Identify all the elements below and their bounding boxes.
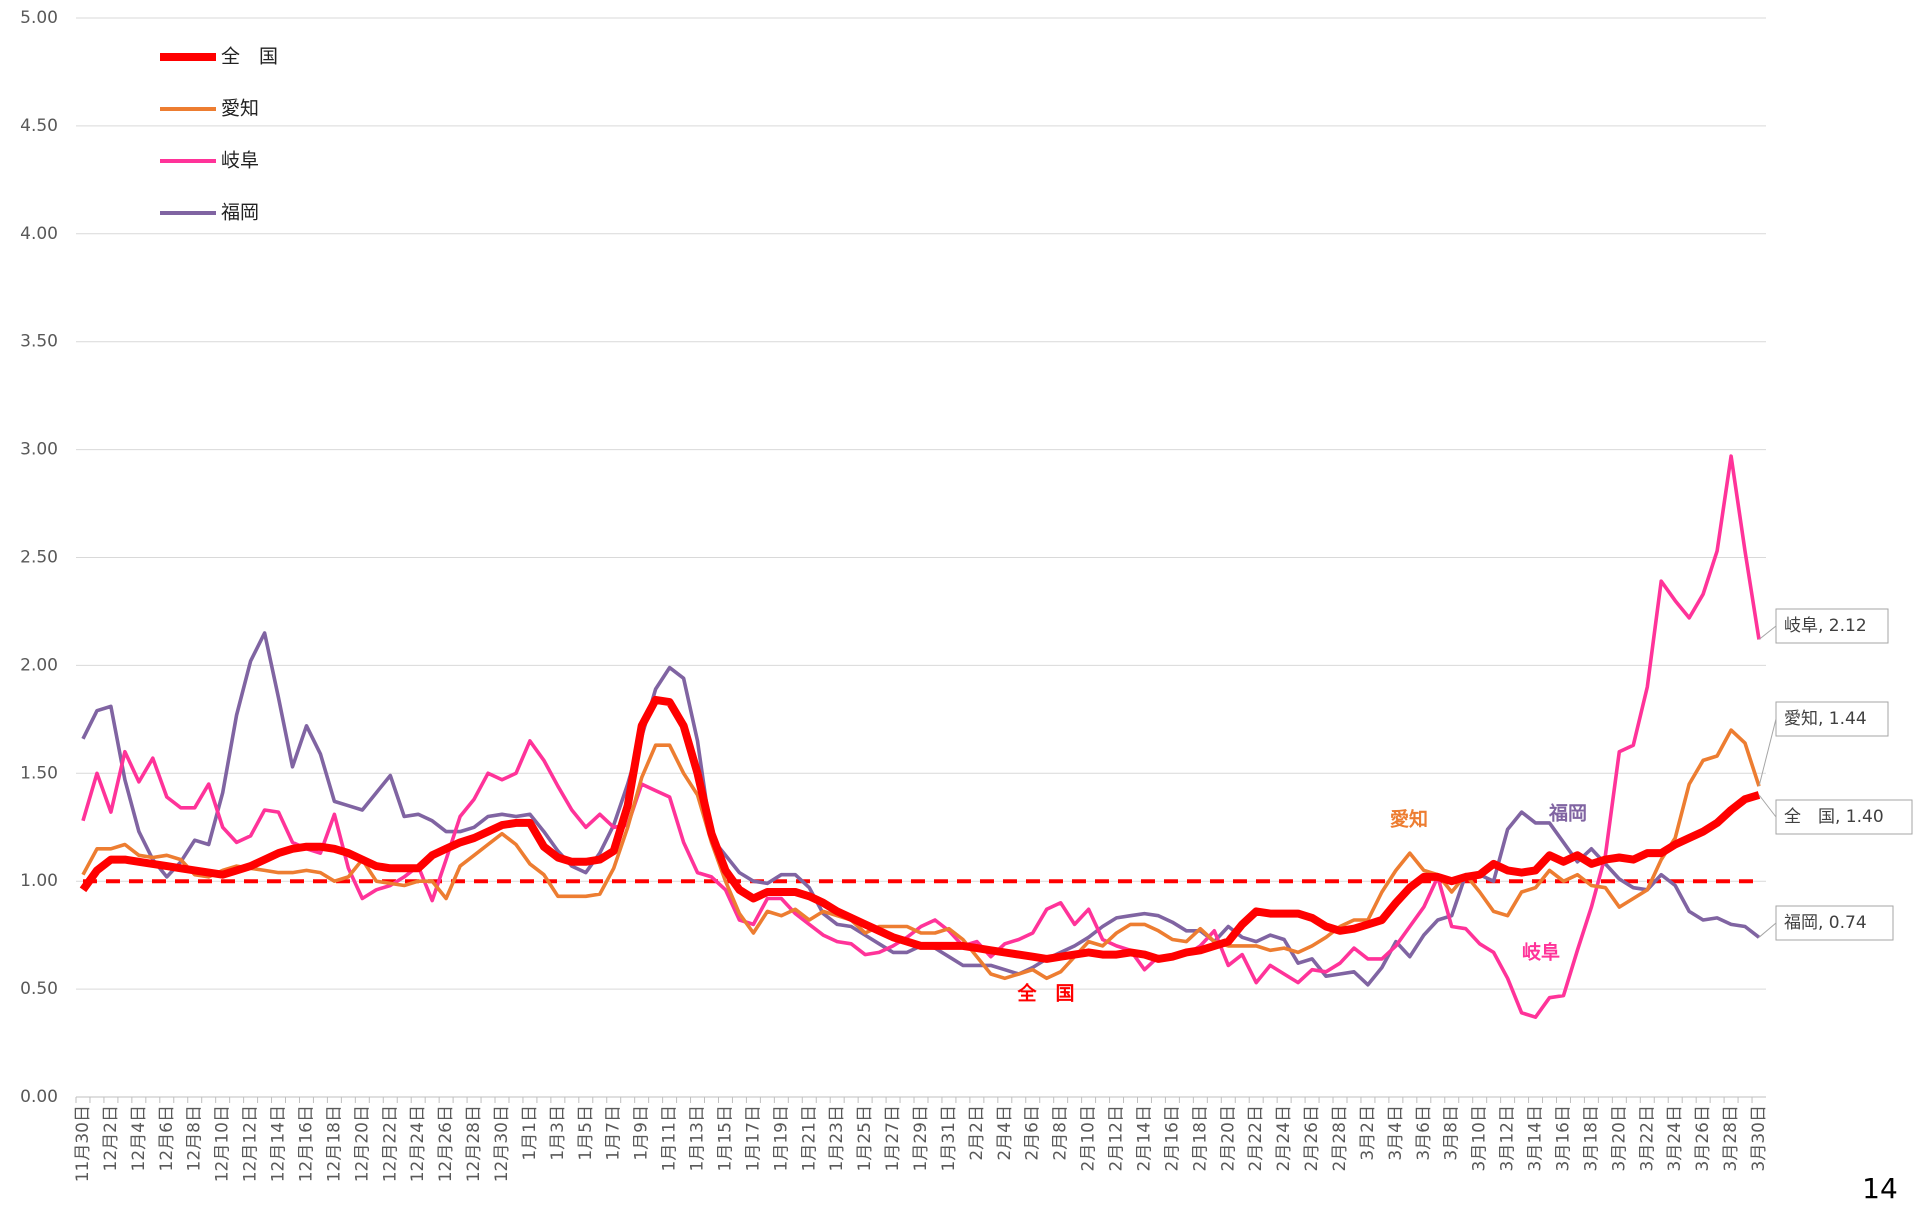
x-tick-label: 2月18日	[1190, 1105, 1210, 1171]
callout-leader	[1758, 794, 1777, 818]
x-tick-label: 12月22日	[380, 1105, 400, 1182]
x-tick-label: 2月28日	[1330, 1105, 1350, 1171]
x-tick-label: 12月28日	[464, 1105, 484, 1182]
x-tick-label: 2月4日	[995, 1105, 1015, 1161]
x-tick-label: 3月24日	[1665, 1105, 1685, 1171]
legend-label: 福岡	[221, 202, 259, 224]
x-tick-label: 2月24日	[1274, 1105, 1294, 1171]
x-tick-label: 3月12日	[1498, 1105, 1518, 1171]
x-tick-label: 2月10日	[1079, 1105, 1099, 1171]
data-label: 岐阜, 2.12	[1784, 616, 1867, 636]
y-tick-label: 1.50	[20, 763, 58, 783]
page-number: 14	[1862, 1172, 1898, 1205]
x-tick-label: 2月22日	[1246, 1105, 1266, 1171]
x-tick-label: 3月6日	[1414, 1105, 1434, 1161]
annotation: 福岡	[1548, 802, 1587, 825]
callout-leader	[1758, 625, 1777, 640]
y-tick-label: 0.00	[20, 1087, 58, 1107]
x-tick-label: 3月14日	[1526, 1105, 1546, 1171]
y-tick-label: 2.50	[20, 548, 58, 568]
x-tick-label: 3月26日	[1693, 1105, 1713, 1171]
x-tick-label: 1月25日	[855, 1105, 875, 1171]
x-tick-label: 1月31日	[939, 1105, 959, 1171]
legend-label: 愛知	[221, 98, 259, 120]
y-tick-label: 4.50	[20, 116, 58, 136]
x-tick-label: 2月2日	[967, 1105, 987, 1161]
x-tick-label: 1月15日	[715, 1105, 735, 1171]
x-tick-label: 12月4日	[129, 1105, 149, 1171]
x-tick-label: 12月26日	[436, 1105, 456, 1182]
x-tick-label: 3月28日	[1721, 1105, 1741, 1171]
x-tick-label: 2月14日	[1134, 1105, 1154, 1171]
y-tick-label: 1.00	[20, 871, 58, 891]
callout-box	[1775, 905, 1894, 941]
x-tick-label: 1月11日	[660, 1105, 680, 1171]
x-tick-label: 12月18日	[324, 1105, 344, 1182]
y-tick-label: 4.00	[20, 224, 58, 244]
x-tick-label: 2月8日	[1051, 1105, 1071, 1161]
x-tick-label: 2月16日	[1162, 1105, 1182, 1171]
x-tick-label: 3月16日	[1553, 1105, 1573, 1171]
legend-label: 岐阜	[221, 150, 259, 172]
x-tick-label: 3月8日	[1442, 1105, 1462, 1161]
x-tick-label: 1月29日	[911, 1105, 931, 1171]
x-tick-label: 1月23日	[827, 1105, 847, 1171]
y-tick-label: 3.00	[20, 440, 58, 460]
x-tick-label: 3月18日	[1581, 1105, 1601, 1171]
callout-box	[1775, 799, 1913, 835]
x-tick-label: 3月30日	[1749, 1105, 1769, 1171]
x-tick-label: 3月22日	[1637, 1105, 1657, 1171]
x-tick-label: 12月2日	[101, 1105, 121, 1171]
x-tick-label: 3月20日	[1609, 1105, 1629, 1171]
x-tick-label: 1月21日	[799, 1105, 819, 1171]
y-tick-label: 5.00	[20, 8, 58, 28]
x-tick-label: 11月30日	[73, 1105, 93, 1182]
x-tick-label: 1月1日	[520, 1105, 540, 1161]
x-tick-label: 12月6日	[157, 1105, 177, 1171]
x-tick-label: 1月5日	[576, 1105, 596, 1161]
x-tick-label: 12月30日	[492, 1105, 512, 1182]
y-tick-label: 2.00	[20, 655, 58, 675]
x-tick-label: 12月12日	[241, 1105, 261, 1182]
y-tick-label: 3.50	[20, 332, 58, 352]
x-tick-label: 12月24日	[408, 1105, 428, 1182]
x-tick-label: 12月16日	[296, 1105, 316, 1182]
callout-leader	[1758, 718, 1777, 787]
annotation: 愛知	[1390, 808, 1428, 831]
x-tick-label: 12月10日	[213, 1105, 233, 1182]
callout-box	[1775, 701, 1889, 737]
series-line	[81, 454, 1761, 1019]
x-tick-label: 1月3日	[548, 1105, 568, 1161]
series-line	[81, 728, 1761, 981]
x-tick-label: 1月13日	[688, 1105, 708, 1171]
x-tick-label: 2月20日	[1218, 1105, 1238, 1171]
callout-leader	[1758, 922, 1777, 938]
annotation: 岐阜	[1522, 941, 1560, 964]
annotation: 全 国	[1016, 982, 1074, 1005]
x-tick-label: 1月17日	[743, 1105, 763, 1171]
legend-label: 全 国	[221, 46, 278, 68]
y-tick-label: 0.50	[20, 979, 58, 999]
x-tick-label: 1月7日	[604, 1105, 624, 1161]
x-tick-label: 12月8日	[185, 1105, 205, 1171]
x-tick-label: 12月14日	[269, 1105, 289, 1182]
callout-box	[1775, 608, 1889, 644]
x-tick-label: 12月20日	[352, 1105, 372, 1182]
x-tick-label: 1月27日	[883, 1105, 903, 1171]
x-tick-label: 1月19日	[771, 1105, 791, 1171]
x-tick-label: 2月26日	[1302, 1105, 1322, 1171]
data-label: 福岡, 0.74	[1784, 913, 1867, 933]
series-line	[79, 695, 1761, 963]
x-tick-label: 3月2日	[1358, 1105, 1378, 1161]
x-tick-label: 3月4日	[1386, 1105, 1406, 1161]
x-tick-label: 3月10日	[1470, 1105, 1490, 1171]
data-label: 愛知, 1.44	[1784, 709, 1867, 729]
x-tick-label: 2月12日	[1107, 1105, 1127, 1171]
data-label: 全 国, 1.40	[1784, 807, 1884, 827]
x-tick-label: 1月9日	[632, 1105, 652, 1161]
x-tick-label: 2月6日	[1023, 1105, 1043, 1161]
